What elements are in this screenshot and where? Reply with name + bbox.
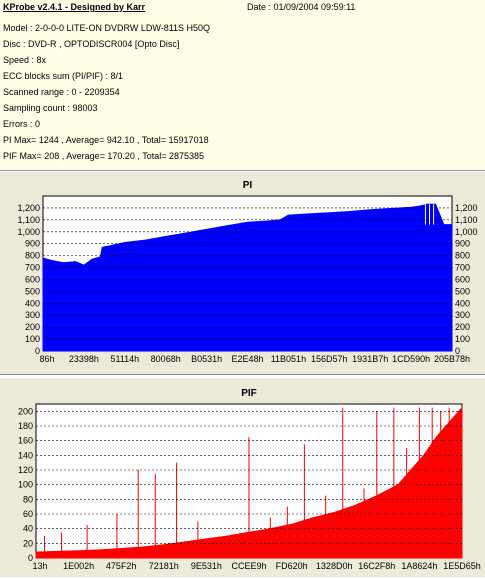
y-tick-label: 600	[25, 274, 40, 284]
y-tick-label-right: 1,200	[455, 203, 478, 213]
ecc-line: ECC blocks sum (PI/PIF) : 8/1	[3, 71, 124, 81]
y-tick-label: 900	[25, 239, 40, 249]
y-tick-label-right: 0	[455, 346, 460, 356]
x-tick-label: E2E48h	[231, 354, 263, 364]
y-tick-label: 100	[25, 334, 40, 344]
x-tick-label: 1CD590h	[392, 354, 430, 364]
chart-title: PI	[243, 180, 253, 191]
y-tick-label-right: 100	[455, 334, 470, 344]
y-tick-label: 700	[25, 263, 40, 273]
x-tick-label: 13h	[32, 561, 47, 571]
x-tick-label: 1931B7h	[352, 354, 388, 364]
y-tick-label: 60	[23, 509, 33, 519]
y-tick-label: 500	[25, 286, 40, 296]
pif-chart: PIF 0 20 40 60 80 100 120 140 160 180 200 13h 1E002h 4…	[18, 388, 481, 571]
y-tick-label-right: 1,000	[455, 227, 478, 237]
pi-chart: PI 0 0 100 100 200 200 300 300 400 400 500 500 600 600…	[17, 180, 478, 364]
y-tick-label: 20	[23, 538, 33, 548]
y-tick-label-right: 500	[455, 286, 470, 296]
y-tick-label-right: 1,100	[455, 215, 478, 225]
scan-date: Date : 01/09/2004 09:59:11	[247, 2, 356, 12]
pif-summary-line: PIF Max= 208 , Average= 170.20 , Total= …	[3, 151, 205, 161]
y-tick-label: 1,000	[17, 227, 40, 237]
y-tick-label-right: 300	[455, 310, 470, 320]
y-tick-label: 1,100	[17, 215, 40, 225]
x-tick-label: 1A8624h	[401, 561, 437, 571]
x-tick-label: 1328D0h	[316, 561, 353, 571]
y-tick-label: 200	[25, 322, 40, 332]
chart-title: PIF	[241, 388, 257, 399]
x-tick-label: 51114h	[110, 354, 139, 364]
y-tick-label: 0	[35, 346, 40, 356]
info-panel: KProbe v2.4.1 - Designed by Karr Date : …	[0, 0, 485, 171]
y-tick-label-right: 200	[455, 322, 470, 332]
range-line: Scanned range : 0 - 2209354	[3, 87, 120, 97]
sampling-line: Sampling count : 98003	[3, 103, 98, 113]
y-tick-label: 200	[18, 406, 33, 416]
y-tick-label: 100	[18, 480, 33, 490]
app-title: KProbe v2.4.1 - Designed by Karr	[3, 2, 146, 12]
y-tick-label: 0	[28, 553, 33, 563]
y-tick-label: 300	[25, 310, 40, 320]
y-tick-label: 140	[18, 450, 33, 460]
x-tick-label: 1E5D65h	[443, 561, 481, 571]
x-tick-label: 1E002h	[63, 561, 94, 571]
x-tick-label: 156D57h	[311, 354, 348, 364]
y-tick-label-right: 900	[455, 239, 470, 249]
x-tick-label: 11B051h	[271, 354, 306, 364]
y-tick-label: 120	[18, 465, 33, 475]
pi-chart-panel: PI 0 0 100 100 200 200 300 300 400 400 500 500 600 600…	[0, 172, 485, 375]
x-tick-label: B0531h	[191, 354, 222, 364]
x-tick-label: 475F2h	[106, 561, 137, 571]
y-tick-label: 80	[23, 494, 33, 504]
y-tick-label-right: 600	[455, 274, 470, 284]
y-tick-label: 800	[25, 251, 40, 261]
y-tick-label-right: 400	[455, 298, 470, 308]
y-tick-label: 1,200	[17, 203, 40, 213]
model-line: Model : 2-0-0-0 LITE-ON DVDRW LDW-811S H…	[3, 23, 211, 33]
x-tick-label: 80068h	[151, 354, 181, 364]
x-tick-label: 86h	[39, 354, 54, 364]
x-tick-label: 16C2F8h	[358, 561, 395, 571]
y-tick-label: 40	[23, 524, 33, 534]
pi-summary-line: PI Max= 1244 , Average= 942.10 , Total= …	[3, 135, 209, 145]
y-tick-label: 180	[18, 421, 33, 431]
y-tick-label: 160	[18, 436, 33, 446]
x-tick-label: CCEE9h	[231, 561, 266, 571]
speed-line: Speed : 8x	[3, 55, 47, 65]
x-tick-label: 9E531h	[191, 561, 222, 571]
x-tick-label: 205B78h	[434, 354, 470, 364]
y-tick-label: 400	[25, 298, 40, 308]
y-tick-label-right: 700	[455, 263, 470, 273]
x-tick-label: 23398h	[69, 354, 99, 364]
x-tick-label: FD620h	[276, 561, 308, 571]
series-area	[42, 203, 453, 352]
pif-chart-panel: PIF 0 20 40 60 80 100 120 140 160 180 200 13h 1E002h 4…	[0, 378, 485, 577]
errors-line: Errors : 0	[3, 119, 41, 129]
x-tick-label: 72181h	[149, 561, 179, 571]
disc-line: Disc : DVD-R , OPTODISCR004 [Opto Disc]	[3, 39, 180, 49]
y-tick-label-right: 800	[455, 251, 470, 261]
series-area	[35, 406, 463, 559]
